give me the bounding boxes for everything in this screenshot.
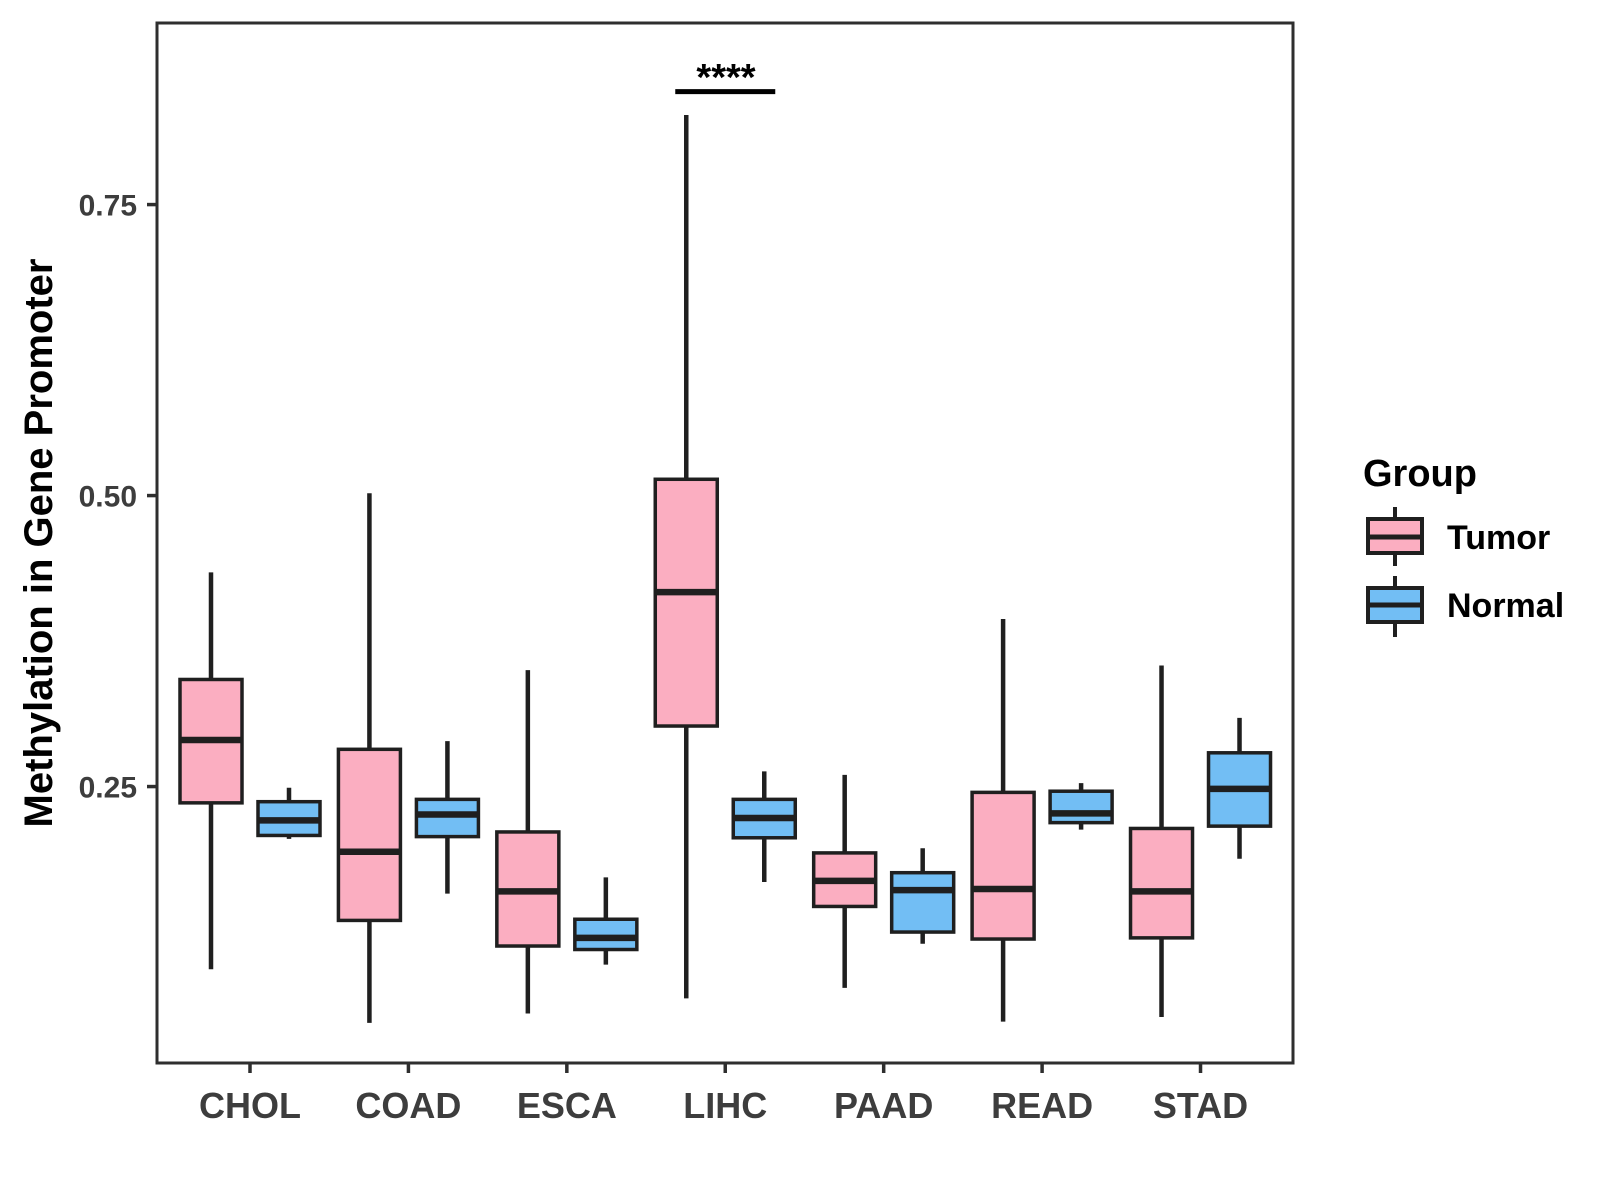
iqr-box	[889, 870, 956, 934]
box-read-normal	[1048, 783, 1114, 830]
legend-key-tumor	[1366, 507, 1424, 566]
box-paad-tumor	[811, 774, 878, 988]
plot-panel	[155, 21, 1295, 1065]
box-paad-normal	[889, 848, 956, 944]
box-coad-tumor	[336, 493, 403, 1023]
axes: 0.25 0.50 0.75 CHOL COAD ESCA LIHC PAAD READ STAD	[79, 190, 1249, 1126]
box-lihc-normal	[731, 771, 798, 883]
iqr-box	[1128, 826, 1195, 940]
plot-panel-border	[155, 21, 1295, 1065]
box-esca-tumor	[495, 670, 561, 1014]
box-read-tumor	[970, 618, 1036, 1022]
x-axis-label-coad: COAD	[355, 1085, 461, 1126]
x-axis-label-lihc: LIHC	[683, 1085, 767, 1126]
x-axis-label-esca: ESCA	[517, 1085, 617, 1126]
significance-stars: ****	[696, 57, 755, 99]
legend-key-normal	[1366, 576, 1424, 637]
box-esca-normal	[573, 877, 639, 965]
x-axis-label-read: READ	[991, 1085, 1093, 1126]
iqr-box	[653, 477, 720, 728]
box-chol-tumor	[178, 572, 244, 970]
x-axis-label-paad: PAAD	[834, 1085, 933, 1126]
legend-title: Group	[1363, 453, 1477, 495]
y-axis-title: Methylation in Gene Promoter	[17, 259, 61, 828]
legend-keys	[1366, 507, 1424, 637]
y-tick-label: 0.75	[79, 190, 137, 223]
box-stad-normal	[1206, 717, 1273, 859]
iqr-box	[1048, 789, 1114, 825]
box-lihc-tumor	[653, 114, 720, 999]
box-chol-normal	[256, 787, 322, 839]
legend-item-normal-label: Normal	[1447, 587, 1564, 625]
x-axis-label-stad: STAD	[1153, 1085, 1248, 1126]
iqr-box	[970, 790, 1036, 941]
iqr-box	[414, 797, 481, 839]
iqr-box	[573, 917, 639, 952]
box-stad-tumor	[1128, 665, 1195, 1018]
y-tick-label: 0.25	[79, 772, 137, 805]
boxplot-series	[178, 114, 1273, 1023]
box-coad-normal	[414, 741, 481, 894]
legend-item-tumor-label: Tumor	[1447, 519, 1550, 557]
iqr-box	[336, 747, 403, 923]
x-axis-label-chol: CHOL	[199, 1085, 301, 1126]
y-tick-label: 0.50	[79, 481, 137, 514]
